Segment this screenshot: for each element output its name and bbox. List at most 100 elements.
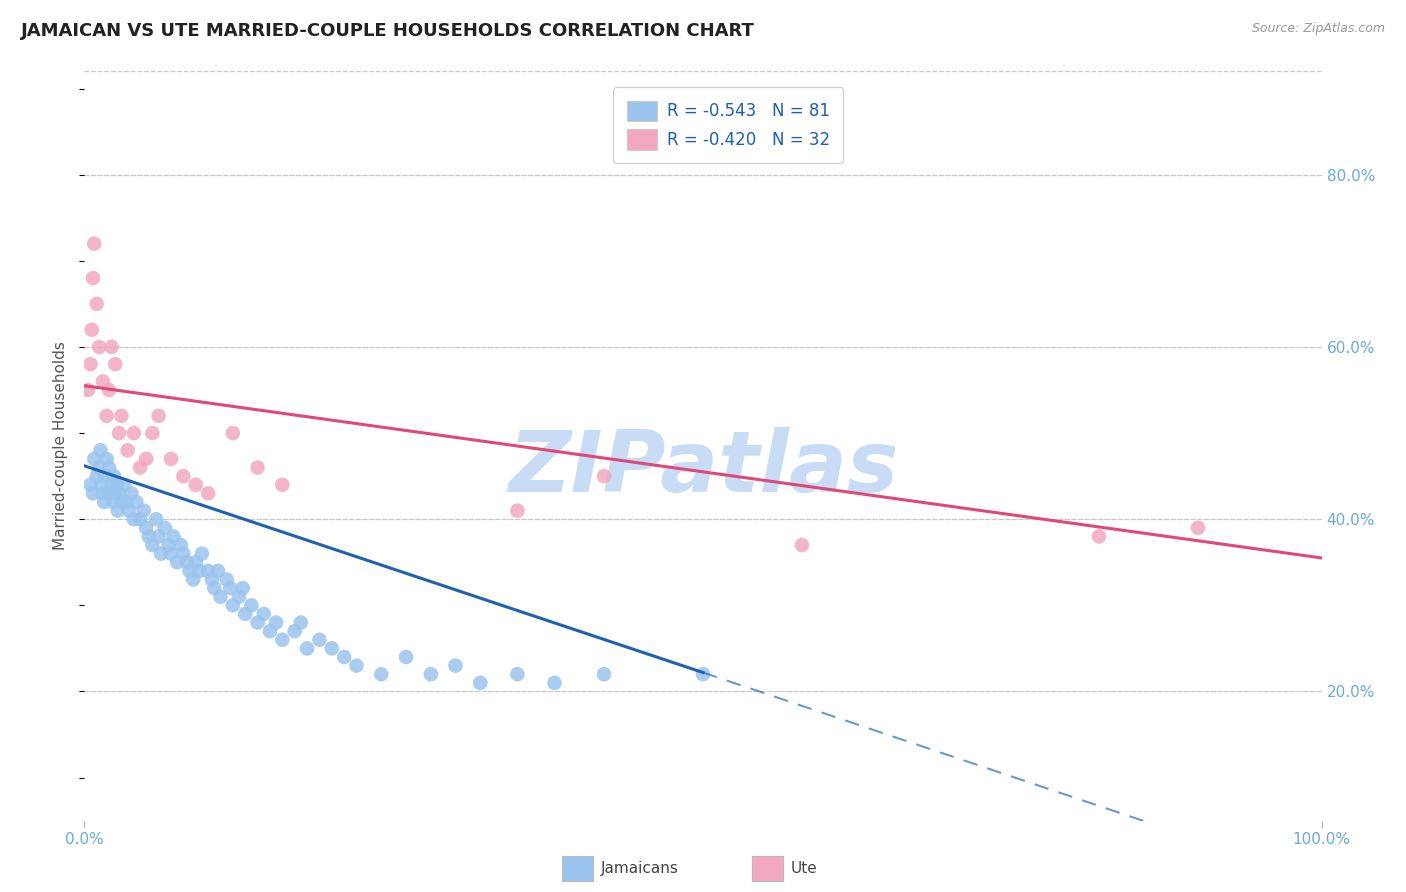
Point <box>101 495 124 509</box>
Point <box>176 555 198 569</box>
Point <box>259 624 281 639</box>
Point <box>115 495 138 509</box>
Point <box>105 477 128 491</box>
Point <box>80 323 103 337</box>
Point <box>91 486 114 500</box>
Point <box>222 426 245 441</box>
Point <box>141 426 163 441</box>
Point <box>90 477 112 491</box>
Point <box>181 573 204 587</box>
Point <box>333 650 356 665</box>
Point <box>100 477 122 491</box>
Point <box>197 564 219 578</box>
Point <box>166 555 188 569</box>
Point <box>184 555 207 569</box>
Point <box>86 469 108 483</box>
Point <box>240 599 263 613</box>
Point <box>506 667 529 681</box>
Point <box>129 512 152 526</box>
Point <box>209 590 232 604</box>
Point <box>692 667 714 681</box>
Point <box>222 599 245 613</box>
Point <box>150 547 173 561</box>
Legend: R = -0.543   N = 81, R = -0.420   N = 32: R = -0.543 N = 81, R = -0.420 N = 32 <box>613 87 844 163</box>
Point <box>184 477 207 491</box>
Point <box>290 615 312 630</box>
Point <box>370 667 392 681</box>
Point <box>110 495 132 509</box>
Point <box>246 460 269 475</box>
Point <box>122 426 145 441</box>
Point <box>271 632 294 647</box>
Point <box>593 667 616 681</box>
Point <box>112 477 135 491</box>
Point <box>120 486 142 500</box>
Point <box>98 460 121 475</box>
Point <box>321 641 343 656</box>
Text: ZIPatlas: ZIPatlas <box>508 427 898 510</box>
Point <box>506 503 529 517</box>
Point <box>153 521 176 535</box>
Point <box>160 547 183 561</box>
Point <box>77 383 100 397</box>
Point <box>308 632 330 647</box>
Point <box>202 581 225 595</box>
Point <box>170 538 193 552</box>
Point <box>117 443 139 458</box>
Point <box>108 486 131 500</box>
Point <box>395 650 418 665</box>
Point <box>162 529 184 543</box>
Point <box>98 383 121 397</box>
Point <box>89 460 111 475</box>
Point <box>125 495 148 509</box>
Point <box>83 236 105 251</box>
Y-axis label: Married-couple Households: Married-couple Households <box>53 342 69 550</box>
Point <box>89 443 111 458</box>
Point <box>419 667 441 681</box>
Point <box>141 538 163 552</box>
Point <box>253 607 276 621</box>
Point <box>86 297 108 311</box>
Point <box>97 486 120 500</box>
Point <box>93 495 115 509</box>
Text: Jamaicans: Jamaicans <box>600 862 678 876</box>
Point <box>191 547 214 561</box>
Point <box>264 615 287 630</box>
Text: Source: ZipAtlas.com: Source: ZipAtlas.com <box>1251 22 1385 36</box>
Point <box>593 469 616 483</box>
Point <box>132 503 155 517</box>
Point <box>543 676 565 690</box>
Text: Ute: Ute <box>790 862 817 876</box>
Point <box>246 615 269 630</box>
Point <box>295 641 318 656</box>
Point <box>82 271 104 285</box>
Text: JAMAICAN VS UTE MARRIED-COUPLE HOUSEHOLDS CORRELATION CHART: JAMAICAN VS UTE MARRIED-COUPLE HOUSEHOLD… <box>21 22 755 40</box>
Point <box>79 477 101 491</box>
Point <box>94 469 117 483</box>
Point <box>135 451 157 466</box>
Point <box>215 573 238 587</box>
Point <box>82 486 104 500</box>
Point <box>138 529 160 543</box>
Point <box>100 340 122 354</box>
Point <box>129 460 152 475</box>
Point <box>148 529 170 543</box>
Point <box>107 503 129 517</box>
Point <box>96 451 118 466</box>
Point <box>110 409 132 423</box>
Point <box>157 538 180 552</box>
Point <box>233 607 256 621</box>
Point <box>104 486 127 500</box>
Point <box>160 451 183 466</box>
Point <box>79 357 101 371</box>
Point <box>104 357 127 371</box>
Point <box>89 340 111 354</box>
Point <box>179 564 201 578</box>
Point <box>284 624 307 639</box>
Point <box>172 547 194 561</box>
Point <box>201 573 224 587</box>
Point <box>118 503 141 517</box>
Point <box>232 581 254 595</box>
Point <box>470 676 492 690</box>
Point <box>103 469 125 483</box>
